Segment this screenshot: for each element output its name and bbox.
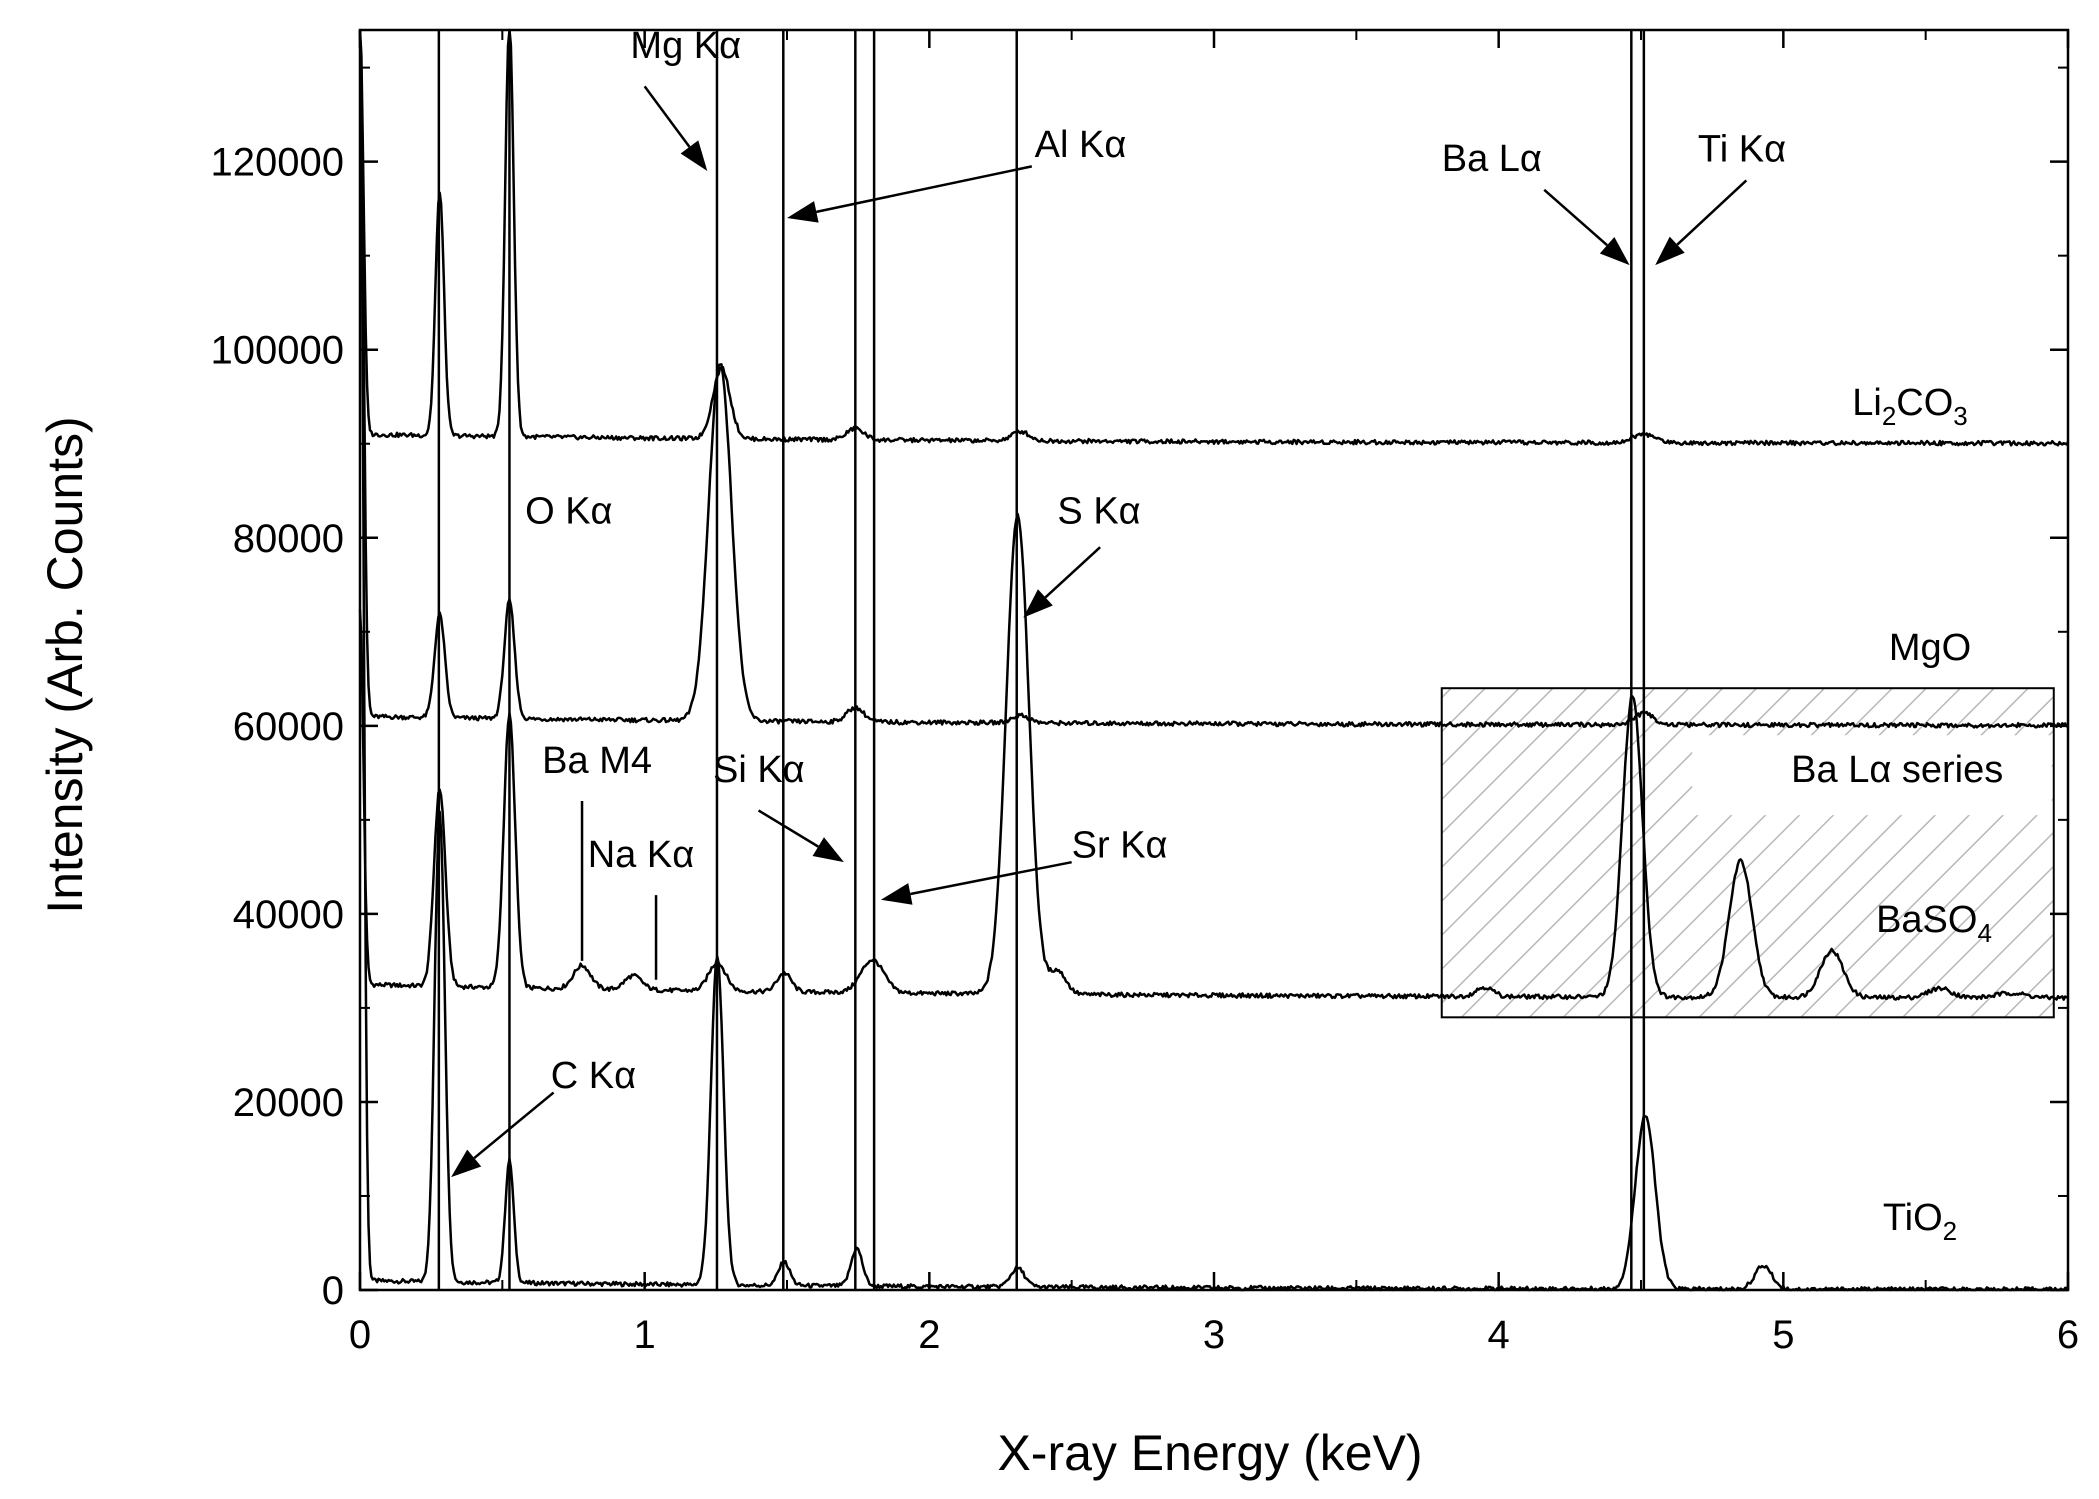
- na-ka-label: Na Kα: [588, 834, 694, 876]
- ti-ka-arrow-line: [1676, 179, 1748, 246]
- series-line-li2co3: [358, 28, 2070, 447]
- ba-la-arrow-line: [1543, 188, 1608, 247]
- x-tick-label: 0: [349, 1313, 371, 1357]
- s-ka-label: S Kα: [1057, 491, 1140, 533]
- mg-ka-label: Mg Kα: [630, 25, 741, 67]
- ti-ka-label: Ti Kα: [1698, 129, 1786, 171]
- ba-la-arrow-head: [1599, 236, 1630, 266]
- x-tick-label: 4: [1488, 1313, 1510, 1357]
- sr-ka-arrow-line: [910, 860, 1072, 896]
- y-tick-label: 60000: [233, 705, 344, 749]
- si-ka-arrow-head: [812, 837, 844, 863]
- si-ka-label: Si Kα: [713, 749, 805, 791]
- region-label: Ba Lα series: [1791, 749, 2003, 791]
- y-tick-label: 0: [322, 1269, 344, 1313]
- y-tick-label: 100000: [211, 329, 344, 373]
- sr-ka-label: Sr Kα: [1072, 824, 1168, 866]
- y-axis-ticks: 0 20000 40000 60000 80000 100000 120000: [211, 66, 2068, 1313]
- region-label-background: [1692, 735, 2052, 816]
- o-ka-label: O Kα: [525, 491, 612, 533]
- x-tick-label: 5: [1772, 1313, 1794, 1357]
- series-label-li2co3: Li2CO3: [1852, 382, 1968, 431]
- marker-ticks: [580, 801, 658, 980]
- c-ka-arrow-head: [451, 1149, 482, 1178]
- c-ka-label: C Kα: [551, 1055, 636, 1097]
- x-tick-label: 1: [634, 1313, 656, 1357]
- axes: 0 1 2 3 4 5 6 0 20000 40000 60000 80000 100000 12000…: [211, 28, 2079, 1357]
- reference-lines: [437, 30, 1646, 1290]
- series-label-mgo: MgO: [1889, 627, 1971, 669]
- y-tick-label: 20000: [233, 1081, 344, 1125]
- ba-m4-label: Ba M4: [542, 740, 652, 782]
- x-axis-ticks: 0 1 2 3 4 5 6: [349, 30, 2079, 1357]
- y-tick-label: 120000: [211, 141, 344, 185]
- x-tick-label: 3: [1203, 1313, 1225, 1357]
- x-axis-title: X-ray Energy (keV): [997, 1425, 1422, 1481]
- ba-la-label: Ba Lα: [1442, 138, 1542, 180]
- mg-ka-arrow-line: [643, 85, 691, 148]
- region-layer: Ba Lα series: [1440, 687, 2055, 1019]
- series-label-tio2: TiO2: [1883, 1197, 1957, 1246]
- y-axis-title: Intensity (Arb. Counts): [37, 416, 93, 913]
- c-ka-arrow-line: [473, 1091, 555, 1160]
- series-line-baso4: [358, 512, 2068, 1001]
- al-ka-arrow-line: [816, 165, 1033, 214]
- mg-ka-arrow-head: [680, 140, 708, 172]
- annotations: Mg Kα Al Kα Ba Lα Ti Kα O Kα S Kα Ba M4 Si Kα Sr…: [451, 25, 1786, 1178]
- al-ka-arrow-head: [787, 201, 819, 223]
- ti-ka-arrow-head: [1655, 236, 1685, 266]
- si-ka-arrow-line: [757, 809, 819, 848]
- series-line-mgo: [358, 29, 2069, 729]
- al-ka-label: Al Kα: [1035, 124, 1127, 166]
- x-tick-label: 2: [918, 1313, 940, 1357]
- x-tick-label: 6: [2057, 1313, 2079, 1357]
- s-ka-arrow-head: [1023, 589, 1053, 618]
- series-label-baso4: BaSO4: [1876, 899, 1992, 948]
- s-ka-arrow-line: [1044, 546, 1101, 599]
- sr-ka-arrow-head: [880, 883, 913, 905]
- series-labels: TiO2 BaSO4 MgO Li2CO3: [1852, 382, 1992, 1246]
- y-tick-label: 40000: [233, 893, 344, 937]
- y-tick-label: 80000: [233, 517, 344, 561]
